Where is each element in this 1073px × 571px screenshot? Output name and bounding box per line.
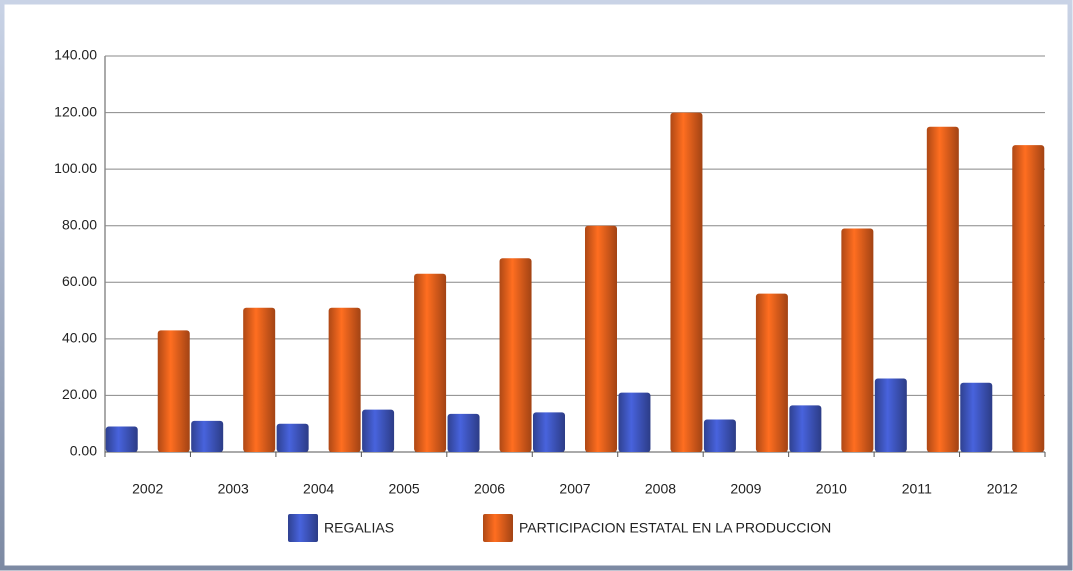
bar [960, 382, 993, 452]
bar [585, 225, 617, 452]
bar [191, 420, 224, 452]
bar [755, 293, 788, 452]
legend-swatch [483, 514, 513, 542]
legend-label: REGALIAS [324, 520, 394, 536]
bar [703, 419, 736, 452]
bar [499, 258, 532, 452]
legend-label: PARTICIPACION ESTATAL EN LA PRODUCCION [519, 520, 831, 536]
y-tick-label: 80.00 [62, 216, 97, 232]
bar [618, 392, 651, 452]
y-tick-label: 140.00 [54, 47, 97, 63]
y-tick-label: 20.00 [62, 386, 97, 402]
bar [362, 409, 395, 452]
bar [447, 413, 480, 452]
bar [533, 412, 565, 452]
x-tick-label: 2007 [559, 481, 590, 497]
x-tick-label: 2006 [474, 481, 505, 497]
x-tick-label: 2002 [132, 481, 163, 497]
x-tick-label: 2003 [218, 481, 249, 497]
y-tick-label: 40.00 [62, 330, 97, 346]
legend-swatch [288, 514, 318, 542]
x-tick-label: 2004 [303, 481, 334, 497]
x-tick-label: 2009 [730, 481, 761, 497]
bar [414, 273, 447, 452]
bar [328, 307, 361, 452]
y-tick-label: 60.00 [62, 273, 97, 289]
bar [874, 378, 907, 452]
bar [243, 307, 276, 452]
bar [789, 405, 822, 452]
x-tick-label: 2010 [816, 481, 847, 497]
bar [841, 228, 874, 452]
x-tick-label: 2012 [987, 481, 1018, 497]
y-tick-label: 0.00 [70, 443, 97, 459]
x-tick-label: 2005 [389, 481, 420, 497]
x-tick-label: 2008 [645, 481, 676, 497]
bar [1012, 145, 1045, 452]
bar [157, 330, 190, 452]
bar [276, 423, 309, 452]
bar [926, 126, 959, 452]
y-tick-label: 120.00 [54, 103, 97, 119]
bar [670, 112, 703, 453]
y-tick-label: 100.00 [54, 160, 97, 176]
bar [105, 426, 138, 452]
x-tick-label: 2011 [902, 481, 932, 497]
